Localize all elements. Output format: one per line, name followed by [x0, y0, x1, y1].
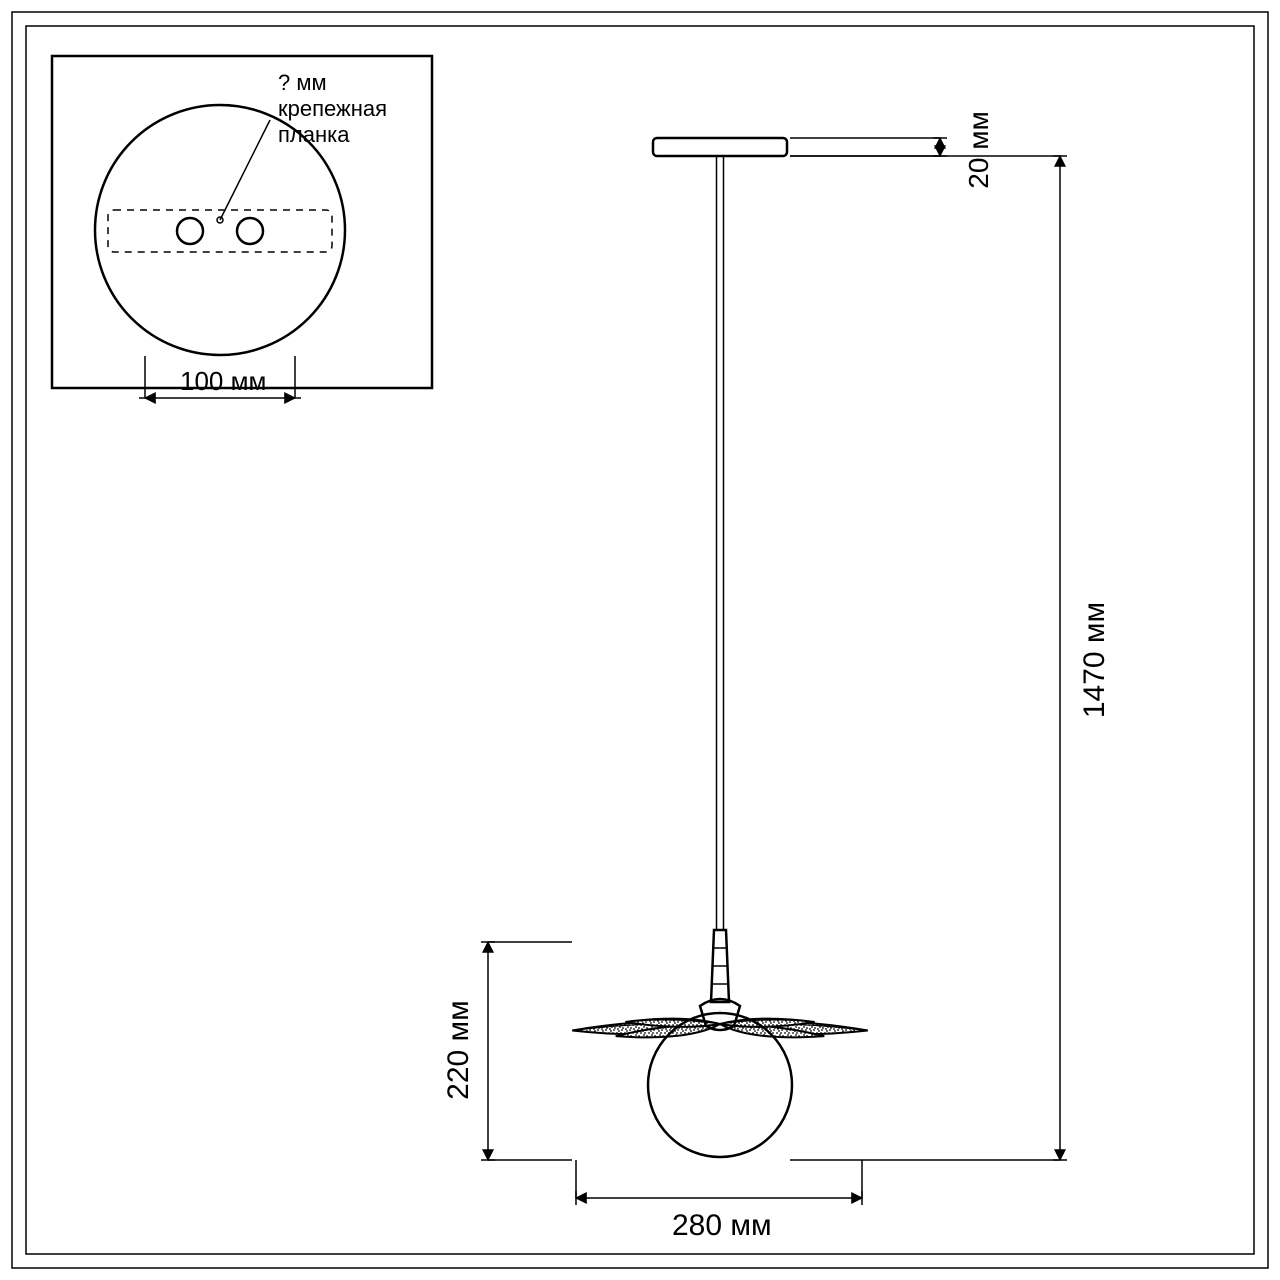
pendant-rod	[717, 156, 724, 930]
dim-1470mm-label: 1470 мм	[1078, 602, 1111, 718]
inset-bracket-label-0: крепежная	[278, 96, 387, 121]
dim-220mm-label: 220 мм	[442, 1000, 475, 1100]
dim-280mm-label: 280 мм	[672, 1209, 772, 1242]
mounting-hole-0	[177, 218, 203, 244]
inset-dim-unknown: ? мм	[278, 70, 327, 95]
leaf-cluster	[572, 1019, 867, 1038]
leader-line	[220, 120, 270, 220]
inset-bracket-label-1: планка	[278, 122, 350, 147]
glass-globe	[648, 1013, 792, 1157]
dim-20mm-label: 20 мм	[963, 111, 994, 188]
canopy	[653, 138, 787, 156]
dim-100mm-label: 100 мм	[180, 366, 266, 396]
mounting-hole-1	[237, 218, 263, 244]
